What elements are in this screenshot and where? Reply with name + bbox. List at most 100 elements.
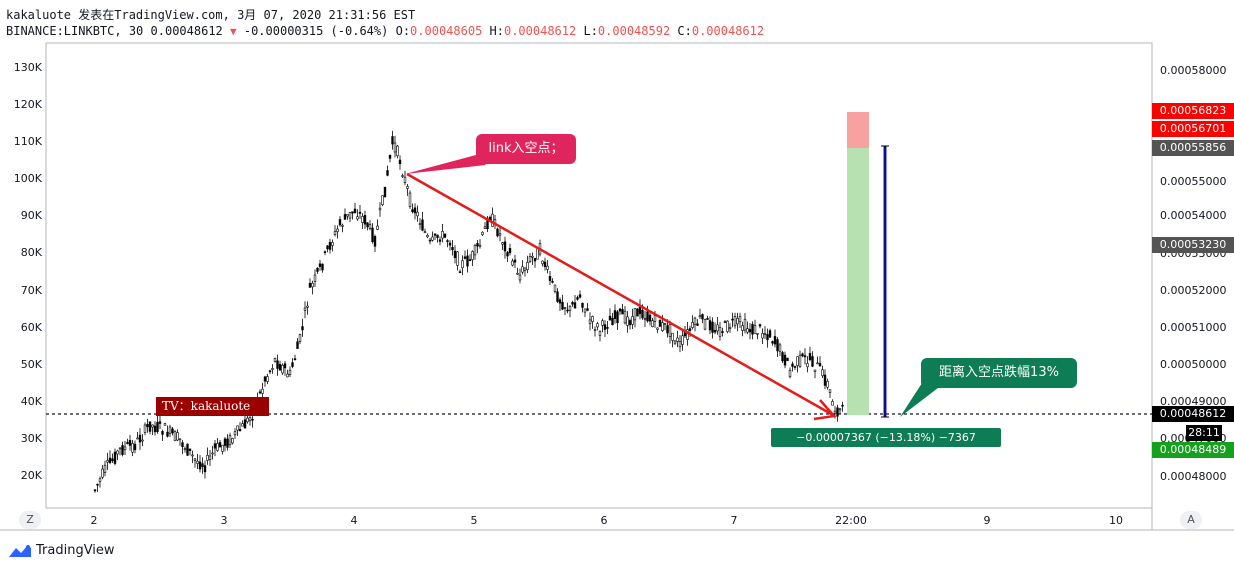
close-value: 0.00048612 <box>691 24 765 38</box>
candle-body <box>368 223 372 229</box>
candle-body <box>338 219 342 226</box>
auto-scale-button[interactable]: A <box>1180 511 1202 529</box>
candle-body <box>671 332 674 341</box>
candle-body <box>353 208 357 214</box>
time-axis-tick: 7 <box>731 514 738 527</box>
footer-brand[interactable]: TradingView <box>36 543 115 558</box>
candle-body <box>721 331 724 333</box>
candle-body <box>788 369 792 378</box>
candle-body <box>613 310 617 319</box>
candle-body <box>626 316 629 326</box>
candle-body <box>596 323 599 328</box>
left-axis-tick: 120K <box>14 98 43 111</box>
zoom-button[interactable]: Z <box>19 511 41 529</box>
candle-body <box>321 263 324 271</box>
candle-body <box>366 222 369 228</box>
candle-body <box>118 447 122 450</box>
candle-body <box>218 442 222 448</box>
candle-body <box>531 255 534 258</box>
candle-body <box>268 370 272 373</box>
candle-body <box>311 282 314 288</box>
right-axis-tick: 0.00051000 <box>1160 321 1226 334</box>
symbol-label[interactable]: BINANCE:LINKBTC, 30 <box>6 24 144 38</box>
measure-readout: −0.00007367 (−13.18%) −7367 <box>771 428 1001 447</box>
candle-body <box>648 314 652 322</box>
candle-body <box>156 421 159 432</box>
candlestick-series <box>93 130 844 493</box>
candle-body <box>583 308 587 313</box>
candle-body <box>441 230 444 239</box>
candle-body <box>563 307 567 309</box>
candle-body <box>313 274 317 282</box>
candle-body <box>631 316 634 325</box>
candle-body <box>498 233 502 236</box>
candle-body <box>308 282 312 288</box>
candle-body <box>586 308 589 311</box>
candle-body <box>398 159 402 164</box>
candle-body <box>406 186 409 189</box>
candle-body <box>326 245 329 250</box>
right-axis-tick: 0.00048000 <box>1160 470 1226 483</box>
candle-body <box>616 311 619 324</box>
candle-body <box>241 423 244 427</box>
time-axis-tick: 6 <box>601 514 608 527</box>
high-label: H: <box>489 24 504 38</box>
candle-body <box>296 341 299 349</box>
drop-callout-pointer <box>900 380 938 417</box>
bar-countdown: 28:11 <box>1186 425 1222 441</box>
candle-body <box>196 460 199 464</box>
candle-body <box>688 328 692 331</box>
candle-body <box>188 448 192 451</box>
entry-callout[interactable]: link入空点； <box>476 134 576 164</box>
candle-body <box>348 212 352 219</box>
tradingview-logo-icon <box>9 544 31 557</box>
candle-body <box>458 271 462 273</box>
candle-body <box>388 154 392 159</box>
candle-body <box>528 256 532 263</box>
left-axis-tick: 30K <box>21 432 43 445</box>
candle-body <box>636 308 639 317</box>
candle-body <box>278 363 282 371</box>
candle-body <box>286 373 289 378</box>
candle-body <box>443 233 447 238</box>
candle-body <box>438 239 442 242</box>
candle-body <box>471 251 474 260</box>
candle-body <box>791 363 794 367</box>
candle-body <box>211 452 214 455</box>
stop-price-label-2: 0.00056701 <box>1152 121 1234 137</box>
time-axis-tick: 9 <box>984 514 991 527</box>
candle-body <box>143 424 147 433</box>
candle-body <box>556 291 559 302</box>
candle-body <box>513 259 517 263</box>
low-label: L: <box>583 24 598 38</box>
candle-body <box>801 353 804 357</box>
right-axis-tick: 0.00049000 <box>1160 395 1226 408</box>
candle-body <box>568 305 572 311</box>
candle-body <box>838 408 842 411</box>
candle-body <box>103 464 107 473</box>
candle-body <box>676 337 679 342</box>
candle-body <box>768 330 772 338</box>
candle-body <box>336 228 339 232</box>
candle-body <box>476 243 479 247</box>
candle-body <box>653 315 657 322</box>
author-label[interactable]: TV：kakaluote <box>156 397 269 416</box>
candle-body <box>518 274 522 281</box>
candle-body <box>448 242 452 246</box>
candle-body <box>153 425 157 433</box>
candle-body <box>361 215 364 223</box>
candle-body <box>323 251 327 253</box>
candle-body <box>506 252 509 257</box>
open-label: O: <box>395 24 411 38</box>
change-value: -0.00000315 (-0.64%) <box>243 24 389 38</box>
drop-callout[interactable]: 距离入空点跌幅13% <box>921 358 1077 388</box>
trend-line[interactable] <box>406 172 834 417</box>
candle-body <box>461 260 464 269</box>
candle-body <box>248 417 252 422</box>
stop-price-label: 0.00056823 <box>1152 103 1234 119</box>
left-axis-tick: 60K <box>21 321 43 334</box>
candle-body <box>261 388 264 394</box>
trend-arrow-head <box>813 399 837 421</box>
candle-body <box>228 435 232 445</box>
